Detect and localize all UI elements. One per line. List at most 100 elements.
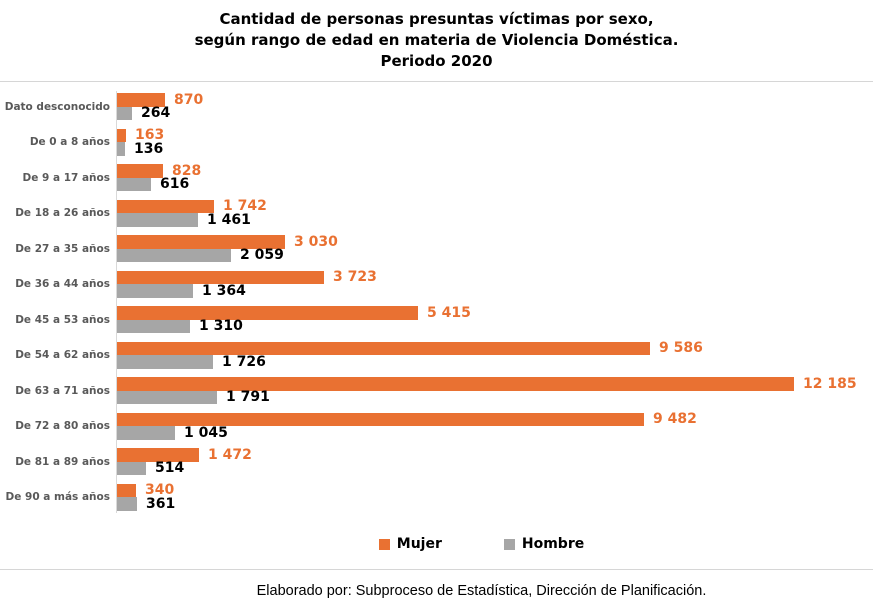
bar-hombre [117,390,217,405]
chart-title-line3: Periodo 2020 [380,52,493,70]
value-label-mujer: 9 586 [659,340,703,356]
category-label: De 90 a más años [5,491,110,504]
bar-line-hombre: 2 059 [117,247,873,263]
bar-hombre [117,106,132,121]
chart-row: De 18 a 26 años 1 742 1 461 [0,196,873,232]
bar-mujer [117,235,285,249]
bar-line-mujer: 3 723 [117,269,873,285]
bar-pair: 828 616 [117,164,873,192]
bar-hombre [117,497,137,511]
value-label-mujer: 163 [135,127,165,143]
bar-line-mujer: 5 415 [117,306,873,320]
value-label-hombre: 264 [141,105,171,121]
bar-line-hombre: 1 310 [117,318,873,334]
value-label-mujer: 1 472 [208,446,252,463]
chart-title-line1: Cantidad de personas presuntas víctimas … [219,10,654,28]
value-label-hombre: 1 045 [184,424,228,441]
chart-row: De 45 a 53 años 5 415 1 310 [0,302,873,338]
legend-swatch-mujer [378,538,390,550]
category-label: De 9 a 17 años [22,171,111,184]
value-label-mujer: 3 723 [333,269,377,285]
bar-hombre [117,319,190,334]
bar-line-hombre: 361 [117,497,873,511]
bar-pair: 3 723 1 364 [117,269,873,298]
bar-pair: 3 030 2 059 [117,235,873,263]
value-label-mujer: 340 [145,482,175,498]
bar-hombre [117,213,198,227]
value-label-hombre: 136 [134,140,164,157]
bar-pair: 163 136 [117,127,873,156]
bar-pair: 1 472 514 [117,448,873,476]
value-label-mujer: 828 [172,162,202,179]
bar-mujer [117,448,199,462]
bar-pair: 870 264 [117,93,873,121]
bar-line-hombre: 1 791 [117,389,873,405]
legend-item-hombre: Hombre [503,536,585,552]
bar-mujer [117,412,644,427]
y-axis-line [116,91,117,513]
value-label-hombre: 1 310 [199,318,243,334]
bar-hombre [117,426,175,440]
bar-line-hombre: 514 [117,461,873,476]
bar-hombre [117,355,213,369]
value-label-mujer: 3 030 [294,233,338,250]
bar-line-hombre: 1 726 [117,355,873,369]
value-label-mujer: 9 482 [653,411,697,427]
chart-row: De 36 a 44 años 3 723 1 364 [0,267,873,303]
bar-line-mujer: 340 [117,482,873,498]
bar-line-mujer: 870 [117,93,873,107]
value-label-hombre: 1 791 [226,389,270,405]
bar-line-hombre: 136 [117,142,873,156]
bar-line-mujer: 828 [117,164,873,178]
category-label: De 27 a 35 años [15,242,110,255]
bar-line-hombre: 264 [117,105,873,121]
chart-row: De 0 a 8 años 163 136 [0,125,873,161]
bar-line-mujer: 1 742 [117,199,873,214]
chart-row: De 54 a 62 años 9 586 1 726 [0,338,873,374]
category-label: De 45 a 53 años [15,313,110,326]
plot-area: Dato desconocido 870 264 De 0 a 8 años 163 13… [0,89,873,515]
value-label-hombre: 1 461 [207,211,251,228]
category-label: De 54 a 62 años [15,349,110,362]
value-label-hombre: 1 726 [222,353,266,370]
bar-line-hombre: 616 [117,176,873,192]
value-label-mujer: 5 415 [427,304,471,321]
bar-pair: 9 482 1 045 [117,411,873,441]
value-label-mujer: 12 185 [803,375,857,392]
chart-title-line2: según rango de edad en materia de Violen… [194,31,679,49]
bar-mujer [117,199,214,214]
bar-line-mujer: 9 482 [117,411,873,427]
category-label: De 81 a 89 años [15,455,110,468]
legend-item-mujer: Mujer [378,536,442,552]
chart-row: De 9 a 17 años 828 616 [0,160,873,196]
chart-row: De 63 a 71 años 12 185 1 791 [0,373,873,409]
value-label-hombre: 616 [160,176,190,192]
category-label: Dato desconocido [4,100,110,113]
bar-mujer [117,128,126,143]
bar-line-mujer: 1 472 [117,448,873,462]
bar-pair: 12 185 1 791 [117,375,873,405]
bar-mujer [117,483,136,498]
category-label: De 63 a 71 años [15,384,110,397]
bar-line-hombre: 1 364 [117,284,873,298]
bar-line-hombre: 1 461 [117,213,873,227]
bar-pair: 9 586 1 726 [117,340,873,369]
bar-hombre [117,177,151,192]
chart-row: De 81 a 89 años 1 472 514 [0,444,873,480]
bar-mujer [117,93,165,107]
value-label-hombre: 2 059 [240,247,284,263]
bar-mujer [117,306,418,320]
bar-hombre [117,248,231,263]
bar-hombre [117,284,193,298]
bar-hombre [117,142,125,156]
bar-line-mujer: 163 [117,127,873,143]
bar-line-mujer: 3 030 [117,235,873,249]
top-divider [0,81,873,82]
legend-label-hombre: Hombre [521,536,585,552]
bar-pair: 5 415 1 310 [117,306,873,334]
category-label: De 0 a 8 años [29,136,110,149]
category-label: De 18 a 26 años [15,207,110,220]
value-label-mujer: 870 [174,91,204,108]
chart-row: Dato desconocido 870 264 [0,89,873,125]
